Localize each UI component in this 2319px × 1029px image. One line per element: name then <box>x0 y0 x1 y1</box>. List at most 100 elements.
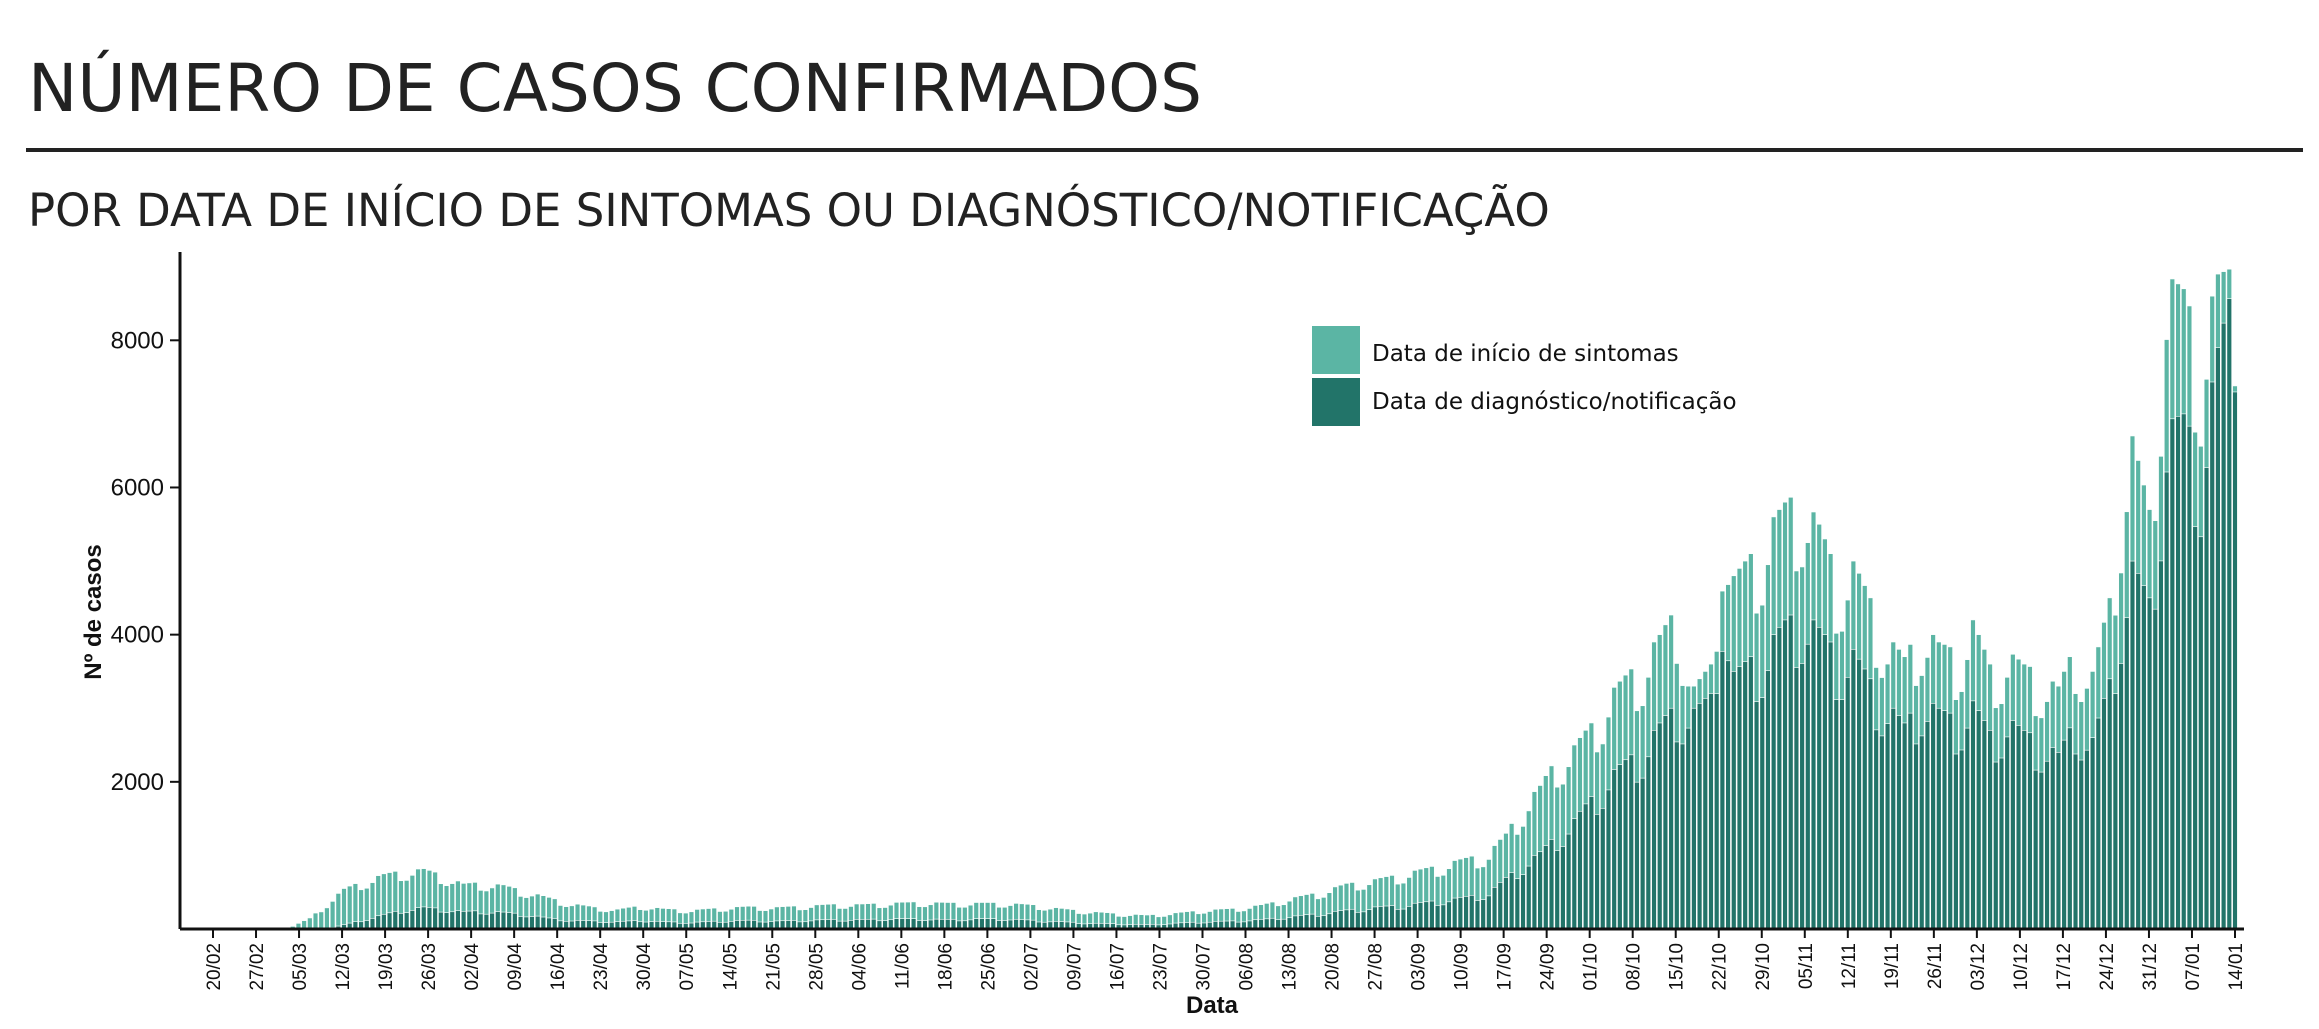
bar-diagnosis <box>2038 771 2045 930</box>
bar-diagnosis <box>910 918 917 930</box>
bar-diagnosis <box>1588 796 1595 930</box>
x-tick-label: 27/08 <box>1366 943 1387 991</box>
bar-diagnosis <box>1936 707 1942 930</box>
x-tick-label: 17/09 <box>1495 943 1516 991</box>
bar-diagnosis <box>1286 917 1293 930</box>
x-tick-label: 17/12 <box>2054 943 2075 991</box>
bar-diagnosis <box>1554 850 1560 930</box>
bar-diagnosis <box>2186 425 2193 930</box>
bar-diagnosis <box>1497 882 1503 930</box>
bar-diagnosis <box>1429 900 1435 930</box>
x-tick-label: 03/09 <box>1409 943 1430 991</box>
bar-diagnosis <box>1970 700 1976 930</box>
bar-diagnosis <box>460 911 467 930</box>
bar-diagnosis <box>1685 727 1691 930</box>
bar-diagnosis <box>1326 913 1333 930</box>
bar-diagnosis <box>432 907 438 930</box>
x-tick-label: 15/10 <box>1667 943 1688 991</box>
legend-swatch-symptoms <box>1312 326 1360 374</box>
x-tick-label: 23/07 <box>1150 943 1171 991</box>
bar-diagnosis <box>1987 730 1993 930</box>
x-tick-label: 03/12 <box>1968 943 1989 991</box>
bar-diagnosis <box>466 910 473 930</box>
bar-diagnosis <box>1338 910 1344 930</box>
bar-diagnosis <box>2198 536 2204 930</box>
x-tick-label: 05/11 <box>1796 943 1817 989</box>
bar-diagnosis <box>1930 703 1936 930</box>
bar-diagnosis <box>2118 663 2124 930</box>
x-tick-label: 30/04 <box>634 943 655 991</box>
x-tick-label: 23/04 <box>591 943 612 991</box>
bar-diagnosis <box>2089 737 2096 930</box>
bar-diagnosis <box>409 910 416 930</box>
legend-swatch-diagnosis <box>1312 378 1360 426</box>
legend-label-symptoms: Data de início de sintomas <box>1372 341 1679 367</box>
legend: Data de início de sintomas Data de diagn… <box>1312 326 1737 426</box>
bar-diagnosis <box>1731 671 1737 930</box>
bar-diagnosis <box>1793 667 1800 930</box>
legend-label-diagnosis: Data de diagnóstico/notificação <box>1372 389 1737 415</box>
bar-diagnosis <box>1651 730 1657 930</box>
bar-diagnosis <box>1383 905 1390 930</box>
bar-diagnosis <box>1782 619 1788 930</box>
bar-diagnosis <box>1577 810 1583 930</box>
bar-diagnosis <box>1514 878 1521 930</box>
bar-diagnosis <box>1463 896 1469 930</box>
bar-diagnosis <box>1953 753 1959 930</box>
x-tick-label: 12/03 <box>333 943 354 991</box>
bar-diagnosis <box>1679 743 1686 930</box>
bar-diagnosis <box>529 916 535 930</box>
bar-diagnosis <box>1645 756 1652 930</box>
bar-diagnosis <box>2152 608 2158 930</box>
bar-diagnosis <box>455 910 461 930</box>
bar-diagnosis <box>1998 757 2005 930</box>
bar-diagnosis <box>386 912 393 930</box>
x-tick-label: 02/07 <box>1021 943 1042 991</box>
bar-diagnosis <box>2027 732 2033 930</box>
x-tick-label: 10/12 <box>2011 943 2032 991</box>
bar-diagnosis <box>984 918 991 930</box>
bar-diagnosis <box>1446 901 1452 930</box>
bar-diagnosis <box>2135 573 2141 930</box>
bar-diagnosis <box>1799 663 1805 930</box>
bar-diagnosis <box>1668 707 1674 930</box>
bar-diagnosis <box>1349 908 1355 930</box>
bar-diagnosis <box>1315 916 1321 930</box>
bar-diagnosis <box>500 911 507 930</box>
bar-diagnosis <box>2232 391 2238 930</box>
x-tick-label: 30/07 <box>1193 943 1214 991</box>
bar-diagnosis <box>1537 851 1543 930</box>
bar-diagnosis <box>1753 701 1760 930</box>
bar-diagnosis <box>2192 526 2198 930</box>
bar-diagnosis <box>1377 906 1384 930</box>
bar-diagnosis <box>1611 769 1617 930</box>
bar-diagnosis <box>1372 906 1378 930</box>
bar-diagnosis <box>1964 727 1970 930</box>
bar-diagnosis <box>979 918 985 930</box>
bar-diagnosis <box>1770 634 1777 930</box>
bar-diagnosis <box>2141 585 2147 930</box>
bar-diagnosis <box>512 912 518 930</box>
bar-diagnosis <box>1696 703 1703 930</box>
bar-diagnosis <box>1776 626 1783 930</box>
bar-diagnosis <box>472 910 478 930</box>
bar-diagnosis <box>1503 877 1509 930</box>
bar-diagnosis <box>2072 753 2079 930</box>
bar-diagnosis <box>398 913 404 930</box>
y-tick-label: 8000 <box>111 327 164 354</box>
x-tick-label: 18/06 <box>935 943 956 991</box>
bar-diagnosis <box>1508 872 1515 930</box>
bar-diagnosis <box>905 918 911 930</box>
y-axis-label: Nº de casos <box>80 544 107 680</box>
bar-diagnosis <box>2175 416 2181 930</box>
bar-diagnosis <box>1389 905 1395 930</box>
bar-diagnosis <box>1594 814 1600 930</box>
bar-diagnosis <box>1810 619 1817 930</box>
bar-diagnosis <box>1526 865 1532 930</box>
x-tick-label: 08/10 <box>1624 943 1645 991</box>
bar-diagnosis <box>1788 614 1794 930</box>
bar-diagnosis <box>1913 743 1919 930</box>
bar-diagnosis <box>1896 715 1902 930</box>
bar-diagnosis <box>1480 899 1486 930</box>
x-tick-label: 16/04 <box>548 943 569 991</box>
